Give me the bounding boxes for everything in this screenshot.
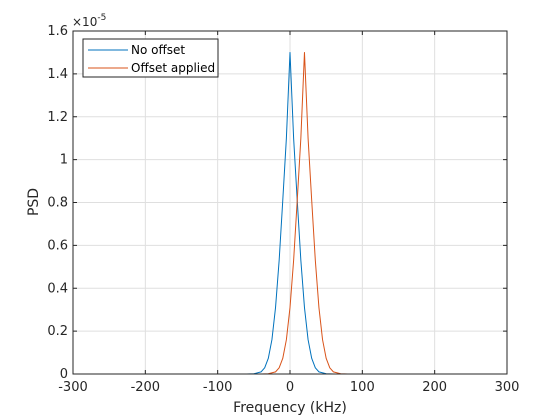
y-exponent-label: ×10-5 [72, 13, 106, 29]
y-tick-label: 0.4 [47, 281, 68, 296]
y-tick-label: 0.8 [47, 196, 68, 211]
legend-box [82, 38, 219, 78]
y-tick-label: 0 [60, 367, 68, 382]
legend: No offset Offset applied [82, 38, 219, 78]
legend-label-no-offset: No offset [131, 43, 185, 57]
series-line-no-offset [109, 51, 471, 375]
y-tick-label: 1.2 [47, 110, 68, 125]
y-axis-label: PSD [26, 188, 42, 216]
x-tick-label: 0 [286, 380, 294, 395]
x-tick-label: 300 [495, 380, 520, 395]
series-layer [109, 51, 471, 375]
legend-label-offset-applied: Offset applied [131, 61, 215, 75]
x-tick-label: -100 [203, 380, 233, 395]
x-axis-label: Frequency (kHz) [233, 400, 347, 416]
ticks: -300 -200 -100 0 100 200 300 0 0.2 0.4 0.6 0.8 1 1.2 1… [47, 24, 519, 395]
y-tick-label: 1.4 [47, 67, 68, 82]
x-tick-label: 200 [422, 380, 447, 395]
y-tick-label: 0.2 [47, 324, 68, 339]
y-tick-label: 1 [60, 153, 68, 168]
series-line-offset-applied [109, 51, 471, 375]
x-tick-label: 100 [350, 380, 375, 395]
y-tick-label: 1.6 [47, 24, 68, 39]
x-tick-label: -200 [131, 380, 161, 395]
y-tick-label: 0.6 [47, 238, 68, 253]
x-tick-label: -300 [58, 380, 88, 395]
